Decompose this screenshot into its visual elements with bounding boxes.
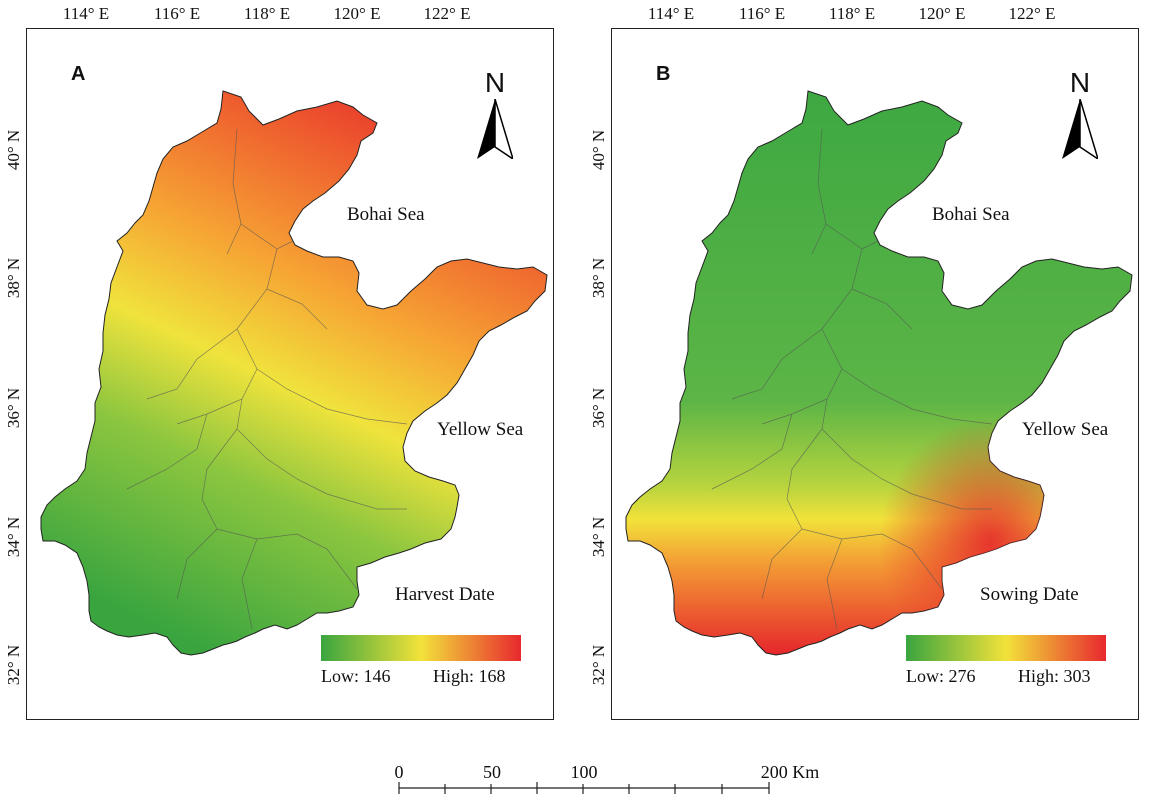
lat-label: 32° N: [589, 644, 608, 686]
variable-label: Sowing Date: [980, 584, 1079, 605]
lat-label: 34° N: [589, 516, 608, 558]
longitude-axis-b: 114° E 116° E 118° E 120° E 122° E: [611, 4, 1139, 26]
lon-label: 120° E: [918, 4, 966, 23]
latitude-axis-a: 40° N 38° N 36° N 34° N 32° N: [2, 28, 26, 720]
north-arrow-letter: N: [484, 67, 506, 98]
legend-color-bar: [321, 635, 521, 661]
lat-label: 38° N: [4, 257, 23, 299]
map-panel-harvest: A N Bohai Sea Yellow Sea Harvest Date Lo…: [26, 28, 554, 720]
panel-letter: B: [656, 63, 671, 85]
lat-label: 36° N: [589, 387, 608, 429]
north-arrow: N: [1058, 69, 1102, 163]
province-boundaries: [126, 128, 408, 630]
map-region-sowing: [625, 90, 1133, 656]
scale-label: 50: [483, 762, 501, 782]
lat-label: 32° N: [4, 644, 23, 686]
lon-label: 118° E: [828, 4, 876, 23]
lon-label: 116° E: [153, 4, 201, 23]
lat-label: 40° N: [4, 129, 23, 171]
longitude-axis-a: 114° E 116° E 118° E 120° E 122° E: [26, 4, 554, 26]
province-boundaries: [711, 128, 993, 630]
lat-label: 36° N: [4, 387, 23, 429]
scale-label: 200 Km: [760, 762, 820, 782]
panel-letter: A: [71, 63, 86, 85]
latitude-axis-b: 40° N 38° N 36° N 34° N 32° N: [587, 28, 611, 720]
plain-region-overlay: [626, 91, 1132, 655]
scale-bar-ticks: [398, 782, 770, 794]
legend-high-label: High: 303: [1018, 666, 1091, 686]
north-arrow-icon: [477, 99, 513, 159]
lat-label: 34° N: [4, 516, 23, 558]
map-panel-sowing: B N Bohai Sea Yellow Sea Sowing Date Low…: [611, 28, 1139, 720]
lat-label: 38° N: [589, 257, 608, 299]
lon-label: 114° E: [647, 4, 695, 23]
lon-label: 122° E: [423, 4, 471, 23]
lon-label: 120° E: [333, 4, 381, 23]
north-arrow-letter: N: [1069, 67, 1091, 98]
map-region-harvest: [40, 90, 548, 656]
sea-label-bohai: Bohai Sea: [932, 204, 1010, 225]
legend-color-bar: [906, 635, 1106, 661]
plain-region-shape: [40, 90, 548, 656]
legend-low-label: Low: 146: [321, 666, 391, 686]
north-arrow-icon: [1062, 99, 1098, 159]
variable-label: Harvest Date: [395, 584, 495, 605]
sea-label-bohai: Bohai Sea: [347, 204, 425, 225]
scale-label: 0: [394, 762, 404, 782]
lat-label: 40° N: [589, 129, 608, 171]
scale-label: 100: [570, 762, 598, 782]
north-arrow: N: [473, 69, 517, 163]
sea-label-yellow: Yellow Sea: [1022, 419, 1109, 440]
scale-bar: [398, 782, 770, 794]
sea-label-yellow: Yellow Sea: [437, 419, 524, 440]
lon-label: 122° E: [1008, 4, 1056, 23]
lon-label: 118° E: [243, 4, 291, 23]
legend-low-label: Low: 276: [906, 666, 976, 686]
lon-label: 116° E: [738, 4, 786, 23]
lon-label: 114° E: [62, 4, 110, 23]
legend-high-label: High: 168: [433, 666, 506, 686]
